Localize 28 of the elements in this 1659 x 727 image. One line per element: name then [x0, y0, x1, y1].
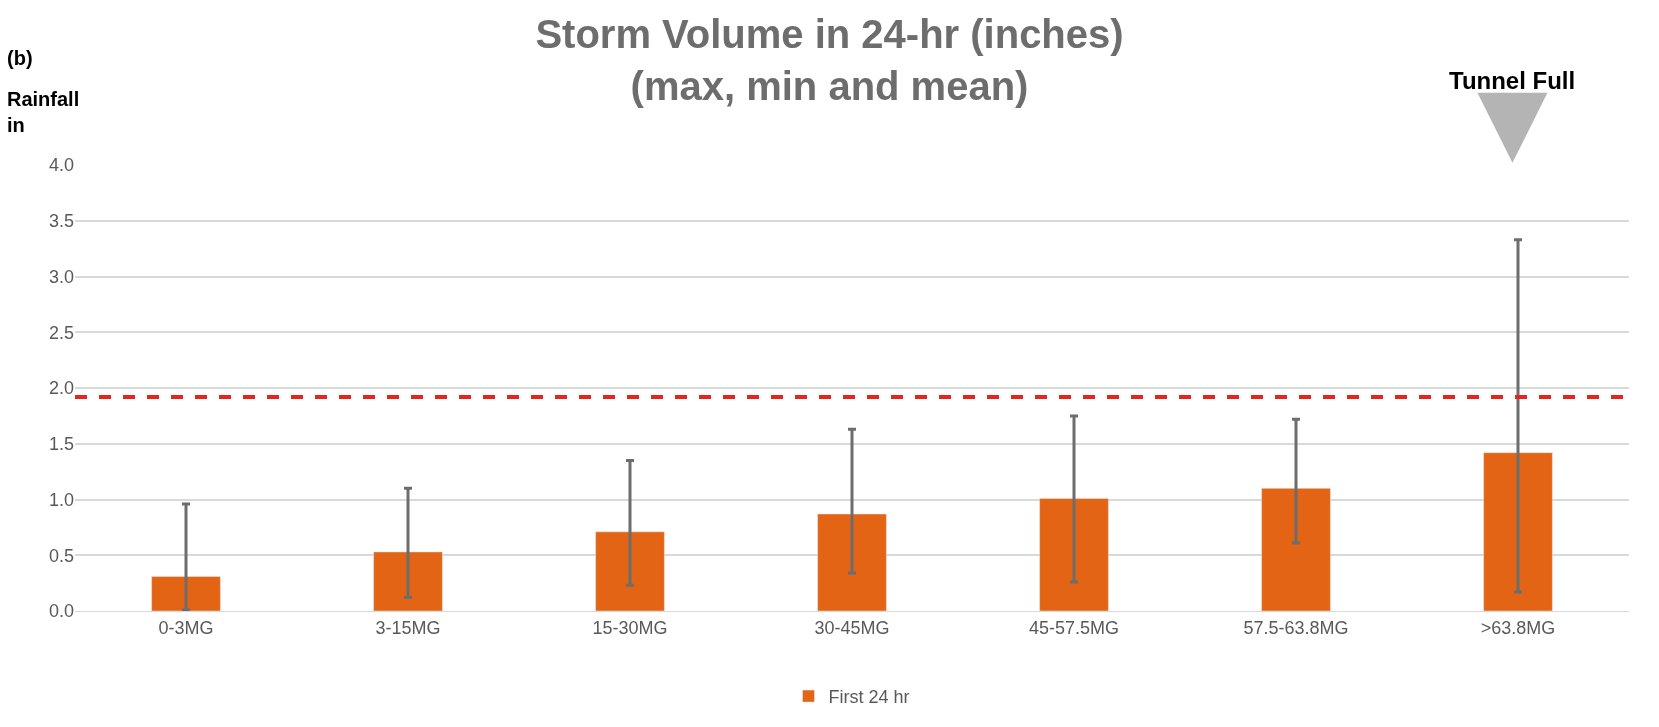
y-tick-label: 3.0: [48, 266, 74, 287]
text: (b): [7, 47, 33, 69]
x-tick-label: 15-30MG: [592, 617, 668, 638]
y-tick-label: 4.0: [48, 155, 74, 176]
y-tick-label: 1.0: [48, 489, 74, 510]
x-tick-label: 45-57.5MG: [1028, 617, 1120, 638]
y-tick-label: 2.5: [48, 322, 74, 343]
bar: [595, 531, 665, 611]
x-tick-label: 0-3MG: [158, 617, 214, 638]
y-tick-label: 0.5: [48, 545, 74, 566]
x-tick-label: 57.5-63.8MG: [1243, 617, 1349, 638]
x-tick-label: 3-15MG: [375, 617, 441, 638]
y-tick-label: 1.5: [48, 434, 74, 455]
y-tick-label: 3.5: [48, 211, 74, 232]
bar: [151, 576, 221, 611]
y-axis-title: Rainfall in: [7, 88, 80, 136]
y-tick-label: 2.0: [48, 378, 74, 399]
bar: [1261, 488, 1331, 611]
bar: [1039, 498, 1109, 611]
text: Tunnel Full: [1449, 67, 1576, 94]
x-tick-label: 30-45MG: [814, 617, 890, 638]
x-tick-label: >63.8MG: [1480, 617, 1556, 638]
bar: [817, 513, 887, 611]
legend-label: First 24 hr: [828, 687, 910, 708]
chart-title: Storm Volume in 24-hr (inches) (max, min and mean): [535, 11, 1124, 108]
y-tick-label: 0.0: [48, 601, 74, 622]
bar: [373, 551, 443, 611]
bar: [1483, 452, 1553, 611]
